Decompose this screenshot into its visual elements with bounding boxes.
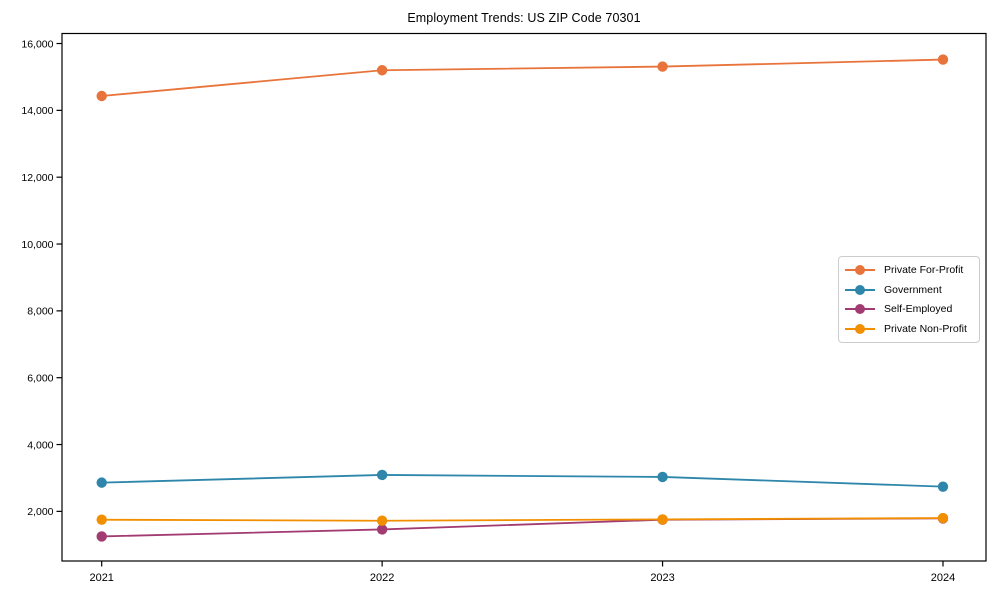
legend-item-private-non-profit: Private Non-Profit xyxy=(845,319,973,339)
x-axis-tick-label: 2021 xyxy=(89,572,113,584)
legend-item-self-employed: Self-Employed xyxy=(845,300,973,320)
legend-line-dot-marker xyxy=(845,264,875,275)
legend-line-dot-marker xyxy=(845,304,875,315)
series-line-government xyxy=(101,474,944,488)
y-axis-tick-label: 14,000 xyxy=(21,105,53,117)
x-axis-tick-label: 2022 xyxy=(370,572,394,584)
x-axis-tick-label: 2023 xyxy=(650,572,674,584)
y-axis-tick-label: 8,000 xyxy=(27,306,53,318)
data-point-private-non-profit-2024 xyxy=(937,512,949,524)
x-axis-tick-label: 2024 xyxy=(931,572,955,584)
y-axis-tick-label: 6,000 xyxy=(27,373,53,385)
y-axis-tick-label: 16,000 xyxy=(21,38,53,50)
data-point-self-employed-2022 xyxy=(376,524,388,535)
legend-label: Government xyxy=(884,283,942,296)
legend-item-private-for-profit: Private For-Profit xyxy=(845,260,973,280)
data-point-self-employed-2021 xyxy=(96,531,107,542)
y-axis-tick-label: 10,000 xyxy=(21,239,53,251)
data-point-government-2022 xyxy=(376,469,388,481)
plot-border xyxy=(61,32,987,562)
y-axis-tick-label: 12,000 xyxy=(21,172,53,184)
chart-title: Employment Trends: US ZIP Code 70301 xyxy=(407,11,641,25)
legend-label: Private Non-Profit xyxy=(884,323,967,336)
data-point-private-non-profit-2023 xyxy=(657,514,668,525)
data-point-private-for-profit-2024 xyxy=(937,54,949,65)
y-axis-tick-label: 4,000 xyxy=(27,439,53,451)
data-point-private-non-profit-2022 xyxy=(376,515,388,526)
series-line-private-non-profit xyxy=(101,517,943,522)
data-point-government-2023 xyxy=(657,471,668,483)
data-point-private-non-profit-2021 xyxy=(96,514,107,525)
data-point-government-2021 xyxy=(96,477,107,488)
legend-label: Self-Employed xyxy=(884,303,953,316)
y-axis-tick-label: 2,000 xyxy=(27,506,53,518)
data-point-private-for-profit-2021 xyxy=(96,90,107,102)
data-point-private-for-profit-2022 xyxy=(376,65,388,76)
legend-line-dot-marker xyxy=(845,284,875,295)
legend-label: Private For-Profit xyxy=(884,263,964,276)
data-point-private-for-profit-2023 xyxy=(657,61,668,72)
chart-legend: Private For-Profit Government Self-Employe… xyxy=(838,256,980,343)
data-point-government-2024 xyxy=(937,481,949,492)
series-line-private-for-profit xyxy=(101,58,944,97)
legend-item-government: Government xyxy=(845,280,973,300)
legend-line-dot-marker xyxy=(845,324,875,335)
